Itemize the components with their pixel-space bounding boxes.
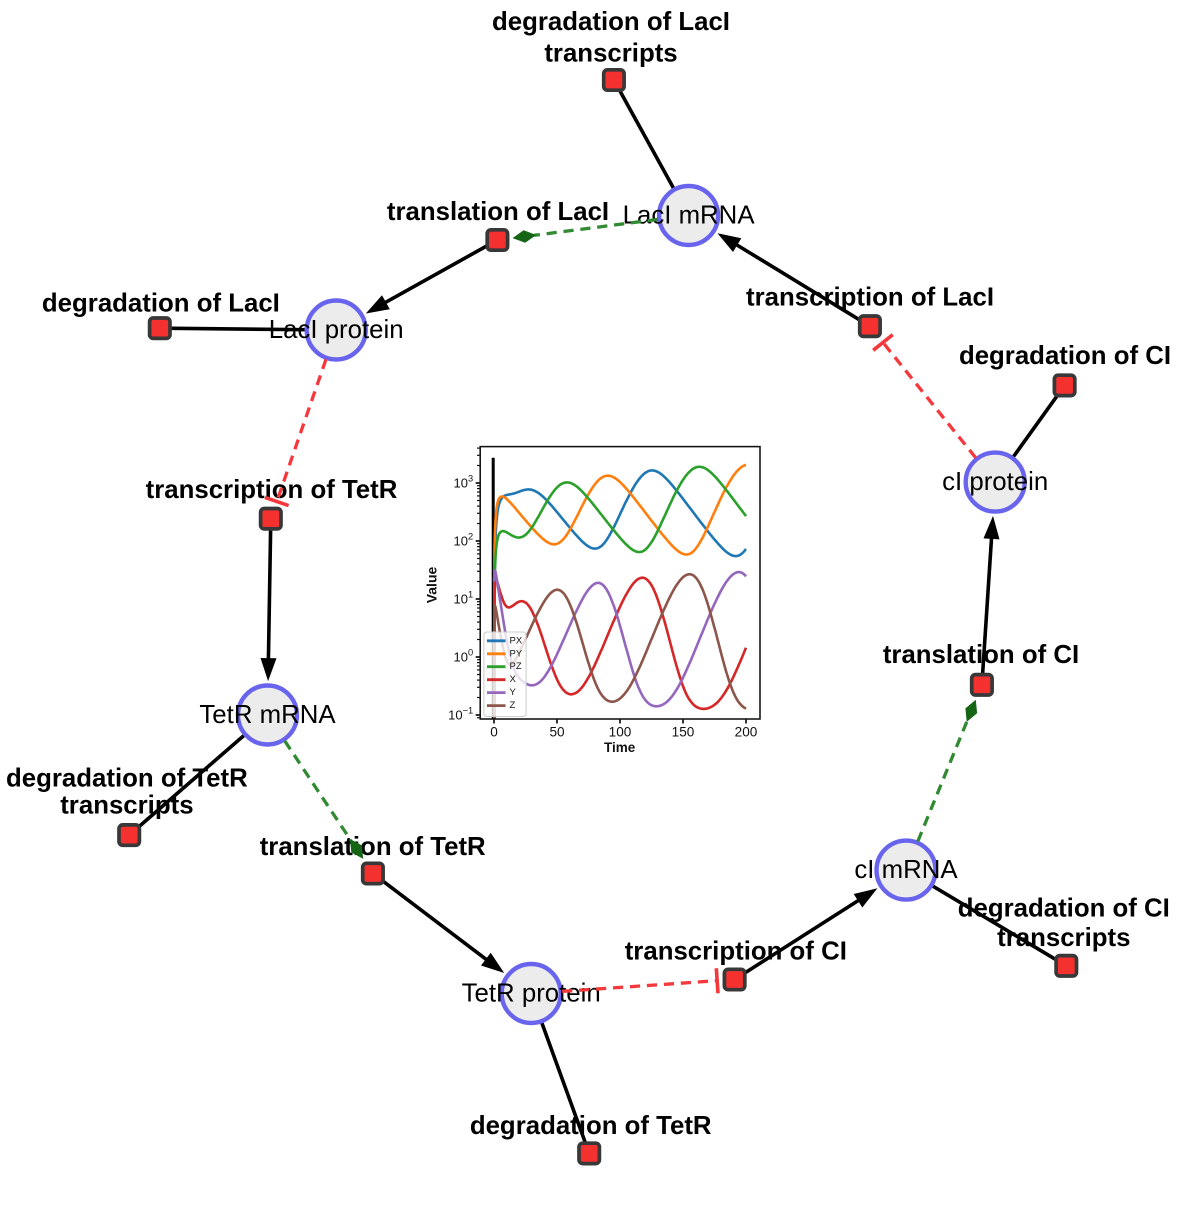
- svg-text:Time: Time: [604, 740, 636, 755]
- svg-text:PZ: PZ: [510, 661, 522, 672]
- svg-text:degradation of LacI: degradation of LacI: [492, 8, 730, 36]
- svg-text:150: 150: [672, 724, 695, 739]
- svg-text:TetR protein: TetR protein: [462, 980, 601, 1008]
- svg-text:Value: Value: [424, 567, 440, 604]
- svg-text:transcripts: transcripts: [544, 40, 677, 68]
- svg-text:translation of CI: translation of CI: [883, 641, 1079, 669]
- svg-text:200: 200: [735, 724, 758, 739]
- svg-text:X: X: [510, 674, 517, 685]
- svg-text:cI protein: cI protein: [942, 468, 1048, 496]
- svg-text:cI mRNA: cI mRNA: [854, 856, 958, 884]
- svg-text:Y: Y: [510, 687, 517, 698]
- svg-text:50: 50: [549, 724, 565, 739]
- svg-text:degradation of CI: degradation of CI: [958, 895, 1170, 923]
- svg-text:0: 0: [490, 724, 498, 739]
- svg-text:degradation of CI: degradation of CI: [959, 342, 1171, 370]
- svg-text:Z: Z: [510, 700, 516, 711]
- svg-text:TetR mRNA: TetR mRNA: [199, 701, 336, 729]
- svg-text:degradation of TetR: degradation of TetR: [6, 765, 248, 793]
- svg-text:transcripts: transcripts: [60, 791, 193, 819]
- svg-text:degradation of LacI: degradation of LacI: [42, 290, 280, 318]
- svg-text:LacI protein: LacI protein: [269, 316, 404, 344]
- svg-text:translation of TetR: translation of TetR: [260, 833, 486, 861]
- svg-text:100: 100: [609, 724, 632, 739]
- svg-text:LacI mRNA: LacI mRNA: [623, 202, 756, 230]
- svg-text:PX: PX: [510, 635, 523, 646]
- svg-text:transcription of CI: transcription of CI: [625, 938, 847, 966]
- svg-text:degradation of TetR: degradation of TetR: [470, 1112, 712, 1140]
- svg-text:translation of LacI: translation of LacI: [387, 198, 609, 226]
- svg-text:transcription of LacI: transcription of LacI: [746, 284, 994, 312]
- svg-text:PY: PY: [510, 648, 523, 659]
- svg-text:transcripts: transcripts: [997, 924, 1130, 952]
